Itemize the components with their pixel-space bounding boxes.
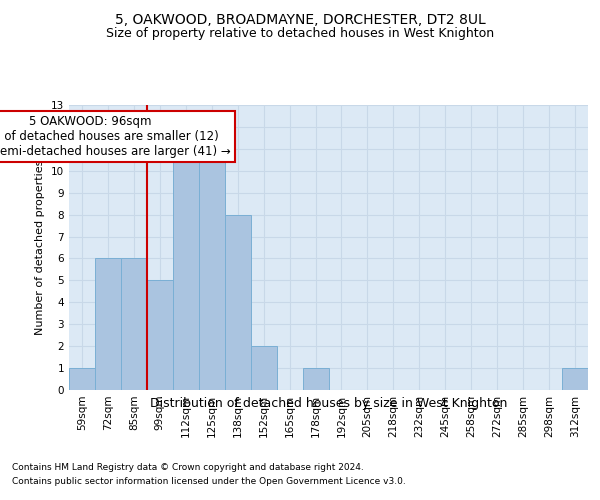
Bar (562, 368, 588, 390)
Y-axis label: Number of detached properties: Number of detached properties (35, 160, 46, 335)
Bar (147, 280, 173, 390)
Text: Contains HM Land Registry data © Crown copyright and database right 2024.: Contains HM Land Registry data © Crown c… (12, 462, 364, 471)
Bar (95, 258, 121, 390)
Bar (199, 149, 224, 390)
Text: 5, OAKWOOD, BROADMAYNE, DORCHESTER, DT2 8UL: 5, OAKWOOD, BROADMAYNE, DORCHESTER, DT2 … (115, 12, 485, 26)
Bar (121, 258, 147, 390)
Text: Contains public sector information licensed under the Open Government Licence v3: Contains public sector information licen… (12, 478, 406, 486)
Text: 5 OAKWOOD: 96sqm
← 23% of detached houses are smaller (12)
77% of semi-detached : 5 OAKWOOD: 96sqm ← 23% of detached house… (0, 115, 230, 158)
Text: Size of property relative to detached houses in West Knighton: Size of property relative to detached ho… (106, 28, 494, 40)
Bar (251, 346, 277, 390)
Bar (69, 368, 95, 390)
Text: Distribution of detached houses by size in West Knighton: Distribution of detached houses by size … (149, 398, 507, 410)
Bar (302, 368, 329, 390)
Bar (173, 149, 199, 390)
Bar (225, 214, 251, 390)
